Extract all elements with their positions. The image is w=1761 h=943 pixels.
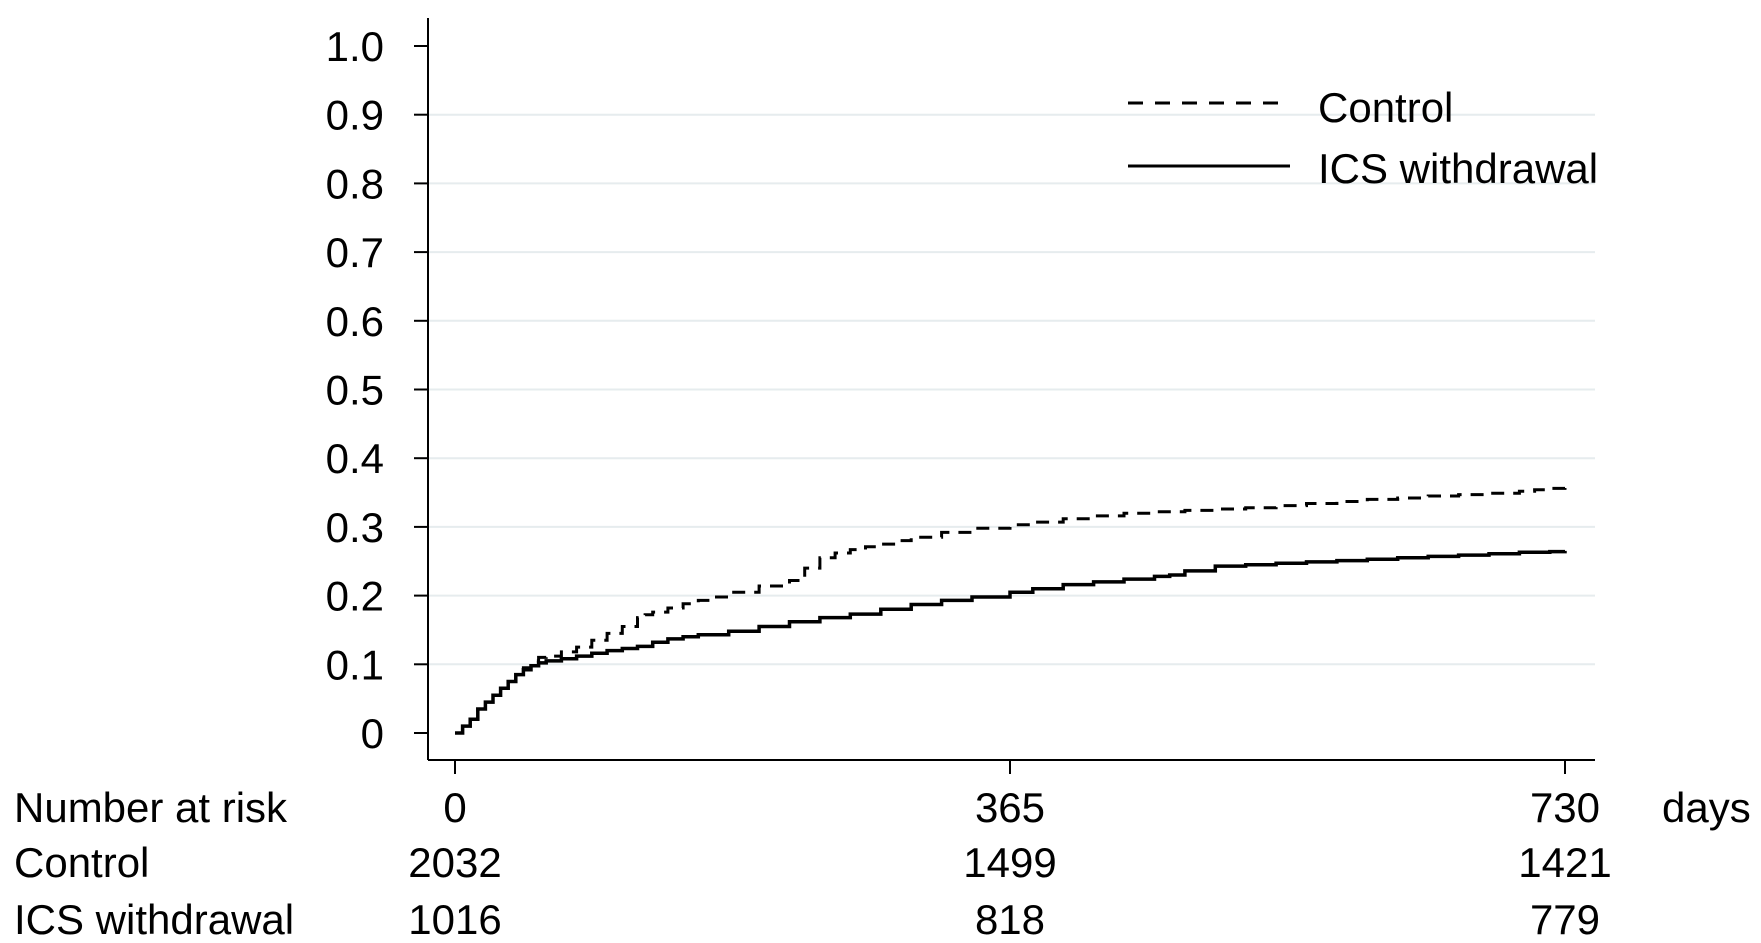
x-ticks: 0 365 730 [443,760,1600,831]
risk-value: 1499 [963,839,1056,886]
y-tick-label: 0.2 [326,573,384,620]
risk-row-label-ics-withdrawal: ICS withdrawal [14,896,294,943]
risk-value: 818 [975,896,1045,943]
risk-row-label-control: Control [14,839,149,886]
x-tick-label: 0 [443,784,466,831]
y-tick-label: 1.0 [326,23,384,70]
y-tick-label: 0.4 [326,435,384,482]
risk-value: 2032 [408,839,501,886]
y-tick-label: 0.7 [326,229,384,276]
x-tick-label: 730 [1530,784,1600,831]
legend-label-ics-withdrawal: ICS withdrawal [1318,145,1598,192]
y-tick-label: 0.3 [326,504,384,551]
risk-values: 2032 1499 1421 1016 818 779 [408,839,1611,943]
legend-label-control: Control [1318,84,1453,131]
series-line-ics-withdrawal [455,549,1567,735]
legend: Control ICS withdrawal [1128,84,1598,192]
risk-value: 1421 [1518,839,1611,886]
x-axis-label: days [1662,784,1751,831]
y-tick-label: 0.5 [326,367,384,414]
y-tick-label: 0.9 [326,92,384,139]
risk-value: 779 [1530,896,1600,943]
series-line-control [455,486,1567,735]
y-tick-label: 0 [361,710,384,757]
y-tick-label: 0.6 [326,298,384,345]
risk-table-header: Number at risk [14,784,288,831]
y-ticks: 0 0.1 0.2 0.3 0.4 0.5 0.6 0.7 0.8 0.9 1.0 [326,23,428,757]
y-tick-label: 0.1 [326,641,384,688]
x-tick-label: 365 [975,784,1045,831]
grid-lines [428,113,1595,666]
risk-table: Number at risk Control ICS withdrawal 20… [14,784,1612,943]
y-tick-label: 0.8 [326,160,384,207]
series-group [455,486,1567,735]
risk-value: 1016 [408,896,501,943]
